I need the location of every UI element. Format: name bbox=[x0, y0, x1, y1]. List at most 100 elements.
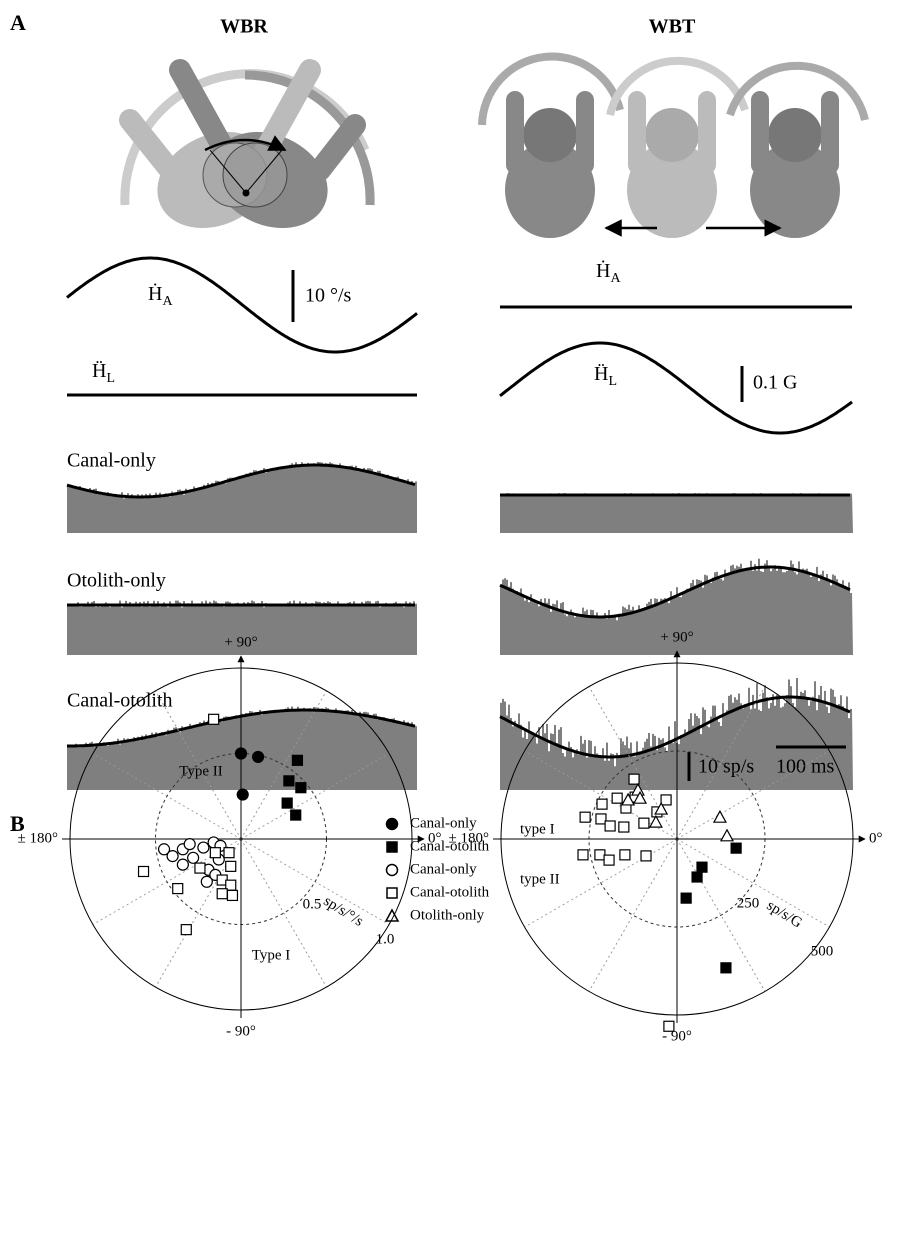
marker bbox=[661, 795, 671, 805]
unit-label: sp/s/°/s bbox=[321, 893, 367, 930]
scale-label: 0.1 G bbox=[753, 372, 797, 394]
trace bbox=[500, 343, 852, 433]
marker bbox=[721, 963, 731, 973]
marker bbox=[664, 1021, 674, 1031]
row-label: Otolith-only bbox=[67, 570, 166, 592]
scale-label: 100 ms bbox=[776, 756, 835, 778]
trace-label: ḦL bbox=[594, 363, 617, 390]
marker bbox=[619, 822, 629, 832]
marker bbox=[620, 850, 630, 860]
marker bbox=[226, 861, 236, 871]
subscript: L bbox=[608, 374, 617, 389]
histogram bbox=[500, 493, 853, 533]
marker bbox=[188, 852, 199, 863]
type-label: type II bbox=[520, 871, 560, 887]
marker bbox=[596, 814, 606, 824]
marker bbox=[282, 798, 292, 808]
subscript: A bbox=[162, 294, 173, 309]
marker bbox=[731, 843, 741, 853]
symbol: Ḣ bbox=[596, 259, 610, 282]
wbr-illustration bbox=[125, 70, 370, 246]
marker bbox=[139, 866, 149, 876]
marker bbox=[604, 855, 614, 865]
marker bbox=[210, 848, 220, 858]
angle-label: 0° bbox=[428, 830, 442, 846]
column-title: WBR bbox=[220, 16, 268, 38]
marker bbox=[217, 889, 227, 899]
angle-label: + 90° bbox=[224, 634, 257, 650]
angle-label: ± 180° bbox=[449, 830, 489, 846]
page: {"panel_a": {"label": "A", "wbr": {"titl… bbox=[0, 0, 898, 1239]
marker bbox=[237, 789, 248, 800]
angle-label: 0° bbox=[869, 830, 883, 846]
region-label: Type II bbox=[179, 763, 223, 779]
column-title: WBT bbox=[649, 16, 696, 38]
subscript: L bbox=[106, 371, 115, 386]
panel-label: A bbox=[10, 10, 26, 35]
marker bbox=[201, 876, 212, 887]
legend-label: Canal-only bbox=[410, 861, 477, 877]
marker bbox=[605, 821, 615, 831]
marker bbox=[578, 850, 588, 860]
scale-label: 10 °/s bbox=[305, 285, 352, 307]
marker bbox=[167, 851, 178, 862]
marker bbox=[236, 748, 247, 759]
marker bbox=[697, 862, 707, 872]
marker bbox=[387, 865, 398, 876]
marker bbox=[284, 776, 294, 786]
symbol: Ḧ bbox=[594, 363, 608, 385]
angle-label: - 90° bbox=[226, 1023, 256, 1039]
angle-label: + 90° bbox=[660, 629, 693, 645]
trace-label: ḦL bbox=[92, 360, 115, 387]
scale-label: 10 sp/s bbox=[698, 756, 754, 778]
marker bbox=[714, 811, 726, 822]
gain-label: 500 bbox=[811, 943, 834, 959]
marker bbox=[291, 810, 301, 820]
marker bbox=[177, 859, 188, 870]
marker bbox=[387, 888, 397, 898]
marker bbox=[641, 851, 651, 861]
marker bbox=[387, 819, 398, 830]
subscript: A bbox=[610, 271, 621, 286]
marker bbox=[612, 793, 622, 803]
marker bbox=[181, 925, 191, 935]
marker bbox=[296, 783, 306, 793]
marker bbox=[639, 818, 649, 828]
row-label: Canal-only bbox=[67, 450, 156, 472]
marker bbox=[253, 751, 264, 762]
marker bbox=[195, 863, 205, 873]
marker bbox=[629, 774, 639, 784]
marker bbox=[209, 714, 219, 724]
marker bbox=[387, 842, 397, 852]
marker bbox=[292, 755, 302, 765]
marker bbox=[580, 812, 590, 822]
gain-label: 1.0 bbox=[376, 931, 395, 947]
marker bbox=[692, 872, 702, 882]
region-label: Type I bbox=[252, 947, 291, 963]
marker bbox=[597, 799, 607, 809]
traces bbox=[67, 258, 853, 790]
legend-label: Canal-only bbox=[410, 815, 477, 831]
marker bbox=[681, 893, 691, 903]
marker bbox=[224, 848, 234, 858]
marker bbox=[650, 816, 662, 827]
symbol: Ḣ bbox=[148, 282, 162, 305]
trace-label: ḢA bbox=[596, 259, 621, 287]
symbol: Ḧ bbox=[92, 360, 106, 382]
legend-label: Canal-otolith bbox=[410, 884, 490, 900]
gain-label: 250 bbox=[737, 895, 760, 911]
marker bbox=[173, 884, 183, 894]
legend-label: Otolith-only bbox=[410, 907, 485, 923]
radial-line bbox=[677, 839, 829, 927]
marker bbox=[227, 890, 237, 900]
row-label: Canal-otolith bbox=[67, 690, 173, 712]
type-label: type I bbox=[520, 821, 555, 837]
trace-label: ḢA bbox=[148, 282, 173, 310]
marker bbox=[184, 839, 195, 850]
trace bbox=[67, 258, 417, 352]
wbt-illustration bbox=[482, 57, 865, 238]
marker bbox=[198, 842, 209, 853]
marker bbox=[721, 830, 733, 841]
angle-label: ± 180° bbox=[18, 830, 58, 846]
gain-label: 0.5 bbox=[303, 896, 322, 912]
